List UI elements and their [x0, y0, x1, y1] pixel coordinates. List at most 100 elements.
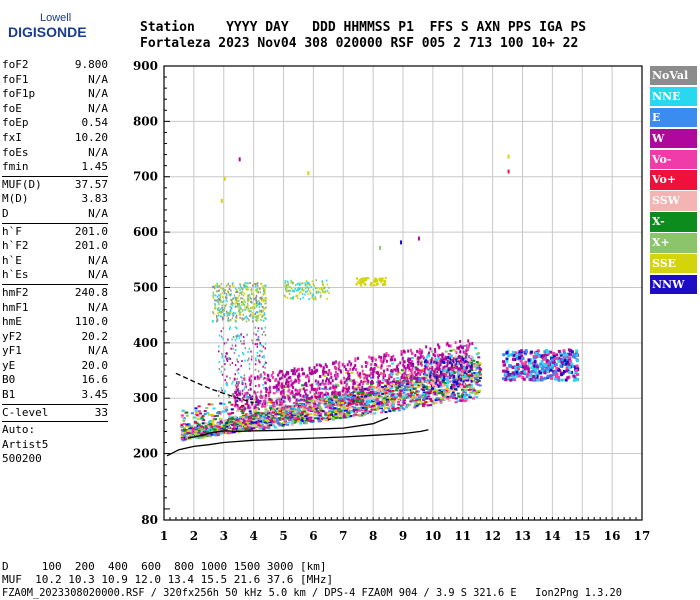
echo-point	[229, 306, 231, 309]
echo-point	[401, 373, 404, 377]
echo-point	[367, 401, 371, 404]
echo-point	[554, 372, 558, 376]
echo-point	[463, 382, 466, 386]
echo-point	[263, 354, 265, 357]
echo-point	[319, 287, 321, 290]
echo-point	[374, 281, 377, 284]
echo-point	[434, 370, 437, 374]
echo-point	[291, 297, 293, 300]
echo-point	[429, 372, 433, 375]
echo-point	[346, 376, 349, 380]
echo-point	[413, 383, 417, 386]
echo-point	[313, 284, 316, 287]
echo-point	[257, 314, 259, 317]
echo-point	[538, 371, 542, 375]
echo-point	[442, 357, 445, 361]
echo-point	[307, 419, 311, 422]
echo-point	[388, 374, 391, 378]
echo-point	[392, 380, 396, 383]
echo-point	[330, 375, 333, 379]
legend-item-x-: X+	[650, 233, 697, 253]
echo-point	[266, 412, 270, 415]
echo-point	[302, 296, 304, 299]
echo-point	[265, 302, 267, 305]
echo-point	[220, 315, 222, 318]
echo-point	[244, 359, 246, 362]
echo-point	[443, 376, 446, 380]
param-value: N/A	[88, 72, 108, 86]
echo-point	[363, 376, 366, 380]
echo-point	[263, 394, 267, 397]
legend-item-e: E	[650, 107, 697, 128]
echo-point	[216, 284, 219, 287]
echo-point	[449, 357, 452, 361]
echo-point	[366, 387, 369, 391]
echo-point	[411, 396, 415, 399]
echo-point	[180, 432, 184, 435]
echo-point	[276, 398, 280, 401]
echo-point	[261, 404, 264, 408]
echo-point	[254, 416, 258, 419]
echo-point	[429, 367, 433, 370]
echo-point	[526, 372, 530, 376]
echo-point	[180, 423, 184, 426]
echo-point	[459, 399, 463, 402]
echo-point	[423, 373, 427, 376]
echo-point	[356, 401, 360, 404]
echo-point	[235, 393, 238, 396]
echo-point	[291, 385, 294, 389]
echo-point	[436, 374, 439, 378]
echo-point	[220, 330, 223, 333]
echo-point	[265, 317, 267, 320]
param-row: h`F 201.0	[2, 225, 108, 240]
echo-point	[309, 413, 313, 416]
echo-point	[360, 395, 364, 398]
echo-point	[218, 311, 221, 314]
echo-point	[245, 306, 248, 309]
echo-point	[387, 353, 390, 357]
echo-point	[384, 379, 387, 383]
echo-point	[309, 396, 312, 400]
echo-point	[311, 297, 313, 300]
echo-point	[441, 360, 444, 364]
echo-point	[540, 359, 544, 363]
echo-point	[222, 308, 224, 311]
echo-point	[286, 284, 288, 287]
echo-point	[450, 386, 453, 390]
echo-point	[228, 419, 232, 422]
echo-point	[265, 387, 268, 390]
echo-point	[462, 385, 466, 388]
echo-point	[389, 376, 393, 379]
legend-item-nne: NNE	[650, 86, 697, 107]
echo-point	[293, 421, 297, 424]
echo-point	[229, 309, 232, 312]
echo-point	[226, 313, 229, 316]
echo-point	[548, 363, 552, 367]
echo-point	[293, 395, 296, 399]
echo-point	[478, 362, 482, 365]
param-row: D N/A	[2, 207, 108, 222]
echo-point	[433, 354, 436, 358]
echo-point	[355, 410, 359, 413]
echo-point	[446, 395, 450, 398]
echo-point	[516, 367, 520, 371]
echo-point	[478, 384, 482, 387]
echo-point	[251, 311, 254, 314]
echo-point	[442, 398, 446, 401]
echo-point	[254, 283, 256, 286]
echo-point	[451, 370, 454, 374]
echo-point	[565, 353, 569, 357]
echo-point	[322, 372, 325, 376]
echo-point	[226, 311, 228, 314]
x-tick-label: 14	[544, 529, 561, 543]
echo-point	[344, 380, 348, 383]
echo-point	[393, 358, 396, 362]
echo-point	[186, 425, 190, 428]
echo-point	[311, 419, 315, 422]
echo-point	[374, 362, 377, 366]
echo-point	[289, 413, 293, 416]
echo-point	[284, 295, 287, 298]
echo-point	[345, 394, 349, 397]
param-value: 3.45	[81, 388, 109, 402]
echo-point	[299, 288, 301, 291]
